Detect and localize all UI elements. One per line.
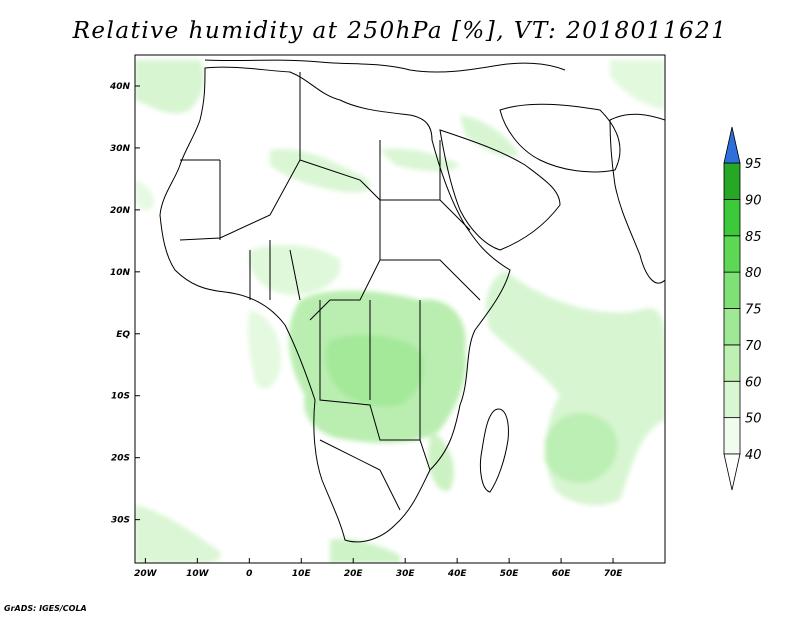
map-frame	[134, 54, 666, 564]
europe-coastline	[204, 59, 566, 73]
lon-tick-label: 70E	[604, 569, 624, 579]
map-title: Relative humidity at 250hPa [%], VT: 201…	[72, 18, 728, 44]
latitude-axis: 40N 30N 20N 10N EQ 10S 20S 30S	[109, 82, 140, 526]
lat-tick-label: 20S	[111, 454, 130, 464]
humidity-area-south-atlantic	[135, 505, 221, 563]
humidity-area-guinea	[247, 310, 281, 389]
humidity-area-east-coast	[428, 430, 454, 491]
colorbar-label: 75	[745, 303, 762, 318]
colorbar-label: 70	[745, 339, 762, 354]
lat-tick-label: 10N	[110, 268, 131, 278]
colorbar-swatch	[723, 380, 741, 419]
humidity-area-north-atlantic	[135, 60, 205, 114]
lon-tick-label: 0	[246, 569, 252, 579]
grads-credit: GrADS: IGES/COLA	[4, 604, 87, 613]
country-borders	[159, 59, 665, 543]
lon-tick-label: 10W	[186, 569, 210, 579]
lon-tick-label: 20W	[134, 569, 158, 579]
humidity-area-south-cape	[330, 538, 400, 563]
humidity-area-central-core	[325, 334, 424, 407]
lat-tick-label: 30N	[110, 144, 131, 154]
colorbar-swatch	[723, 235, 741, 273]
madagascar-outline	[479, 408, 509, 493]
colorbar-label: 50	[745, 412, 762, 427]
colorbar-label: 95	[745, 157, 762, 172]
lon-tick-label: 60E	[552, 569, 572, 579]
lat-tick-label: 20N	[110, 206, 131, 216]
lat-tick-label: 10S	[111, 392, 130, 402]
colorbar-swatch	[723, 162, 741, 200]
humidity-area-indian-ocean-core	[545, 413, 618, 483]
african-borders	[179, 72, 481, 511]
iran-outline	[499, 103, 621, 173]
colorbar-swatch	[723, 308, 741, 346]
longitude-axis: 20W 10W 0 10E 20E 30E 40E 50E 60E 70E	[134, 558, 623, 579]
colorbar-label: 60	[745, 375, 762, 390]
lon-tick-label: 10E	[292, 569, 312, 579]
humidity-area-sahel	[249, 244, 341, 295]
humidity-area-indian-ocean	[485, 270, 665, 506]
humidity-area-north-africa	[270, 149, 371, 193]
colorbar-label: 90	[745, 193, 762, 208]
arabia-outline	[439, 129, 561, 251]
colorbar-label: 85	[745, 230, 762, 245]
humidity-shading	[135, 60, 665, 563]
lon-tick-label: 20E	[344, 569, 364, 579]
colorbar-label: 80	[745, 266, 762, 281]
lat-tick-label: 40N	[109, 82, 131, 92]
india-outline	[609, 113, 665, 284]
colorbar-underflow-arrow	[723, 453, 741, 491]
humidity-area-middle-east	[460, 115, 520, 157]
humidity-area-atlantic-west	[135, 180, 155, 211]
lat-tick-label: EQ	[116, 330, 130, 340]
colorbar: 40 50 60 70 75 80 85 90 95	[723, 126, 762, 491]
colorbar-swatch	[723, 271, 741, 309]
colorbar-overflow-arrow	[723, 126, 741, 164]
colorbar-swatch	[723, 198, 741, 237]
colorbar-swatch	[723, 344, 741, 382]
colorbar-label: 40	[745, 448, 762, 463]
humidity-area-egypt	[380, 148, 460, 172]
colorbar-swatch	[723, 417, 741, 455]
lat-tick-label: 30S	[111, 516, 130, 526]
lon-tick-label: 40E	[447, 569, 468, 579]
lon-tick-label: 50E	[500, 569, 520, 579]
humidity-area-arabian	[610, 60, 665, 110]
lon-tick-label: 30E	[396, 569, 416, 579]
africa-coastline	[159, 66, 511, 543]
